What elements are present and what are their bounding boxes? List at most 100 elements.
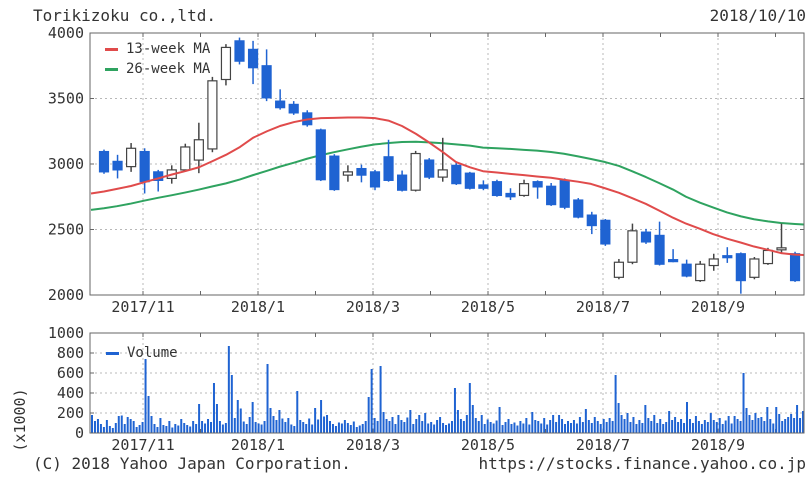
volume-bar (712, 420, 715, 433)
volume-bar (334, 426, 337, 433)
volume-bar (218, 421, 221, 433)
volume-bar (709, 413, 712, 433)
ma26-legend-label: 26-week MA (126, 61, 211, 77)
volume-bar (364, 421, 367, 433)
volume-bar (453, 388, 456, 433)
volume-bar (519, 421, 522, 433)
price-x-tick-label: 2018/9 (691, 298, 745, 316)
volume-bar (269, 408, 272, 433)
volume-bar (99, 424, 102, 433)
volume-bar (766, 407, 769, 433)
volume-bar (489, 422, 492, 433)
volume-bar (323, 416, 326, 433)
volume-bar (329, 421, 331, 433)
volume-bar (525, 418, 528, 433)
volume-bar (602, 419, 605, 433)
volume-bar (308, 418, 311, 433)
volume-bar (150, 416, 153, 433)
volume-bar (355, 427, 358, 433)
volume-bar (715, 422, 718, 433)
volume-bar (620, 415, 623, 433)
volume-bar (257, 423, 260, 433)
volume-bar (659, 419, 662, 433)
volume-bar (400, 420, 403, 433)
source-url-text: https://stocks.finance.yahoo.co.jp (478, 454, 806, 473)
candle-body (491, 181, 503, 197)
volume-bar (549, 420, 552, 433)
volume-bar (674, 417, 677, 433)
price-y-tick-label: 3500 (48, 90, 84, 108)
volume-bar (183, 423, 186, 433)
volume-bar (108, 426, 111, 433)
volume-bar (358, 425, 361, 433)
volume-bar (424, 413, 427, 433)
candle-body (234, 40, 245, 62)
volume-bar (442, 423, 445, 433)
volume-bar (567, 421, 569, 433)
volume-bar (581, 422, 584, 433)
volume-bar (635, 424, 638, 433)
candle-body (735, 253, 746, 282)
volume-bar (406, 417, 409, 433)
candle-body (478, 184, 489, 189)
candle-body (369, 171, 381, 188)
volume-bar (296, 391, 299, 433)
volume-bar (394, 424, 397, 433)
volume-bar (611, 421, 614, 433)
candle-body (125, 147, 137, 168)
candle-body (654, 234, 665, 265)
volume-bar (757, 418, 760, 433)
candle-body (505, 192, 516, 198)
volume-bar (284, 422, 287, 433)
volume-bar (471, 405, 474, 433)
ma13-line (90, 116, 805, 257)
volume-bar (647, 418, 650, 433)
candle-body (627, 230, 638, 263)
volume-bar (159, 418, 162, 433)
volume-bar (772, 423, 775, 433)
volume-bar (742, 373, 745, 433)
volume-bar (439, 417, 442, 433)
price-y-tick-label: 2000 (48, 286, 84, 304)
candle-body (613, 261, 625, 278)
volume-bar (778, 414, 781, 433)
volume-bar (584, 409, 587, 433)
candle-body (586, 214, 597, 227)
ma26-line-swatch (105, 67, 118, 71)
volume-bar (370, 369, 373, 433)
volume-bar (397, 415, 400, 433)
candle-body (559, 179, 570, 208)
volume-bar (474, 418, 477, 433)
volume-bar (361, 424, 364, 433)
volume-bar (790, 414, 793, 433)
volume-bar (263, 421, 266, 433)
candle-body (275, 100, 286, 109)
candle-body (397, 174, 408, 191)
volume-bar (608, 418, 611, 433)
volume-bar (575, 423, 578, 433)
volume-bar (388, 421, 391, 433)
volume-bar (587, 420, 590, 433)
volume-bar (186, 425, 189, 433)
chart-date: 2018/10/10 (709, 6, 806, 25)
volume-bar (430, 422, 433, 433)
volume-bar (445, 425, 448, 433)
price-x-tick-label: 2018/3 (346, 298, 400, 316)
volume-bar (227, 346, 230, 433)
volume-bar (653, 415, 656, 433)
volume-x-tick-label: 2018/5 (461, 436, 515, 454)
volume-bar (278, 410, 281, 433)
volume-bar (337, 422, 340, 433)
candle-body (342, 171, 353, 176)
volume-bar (275, 420, 278, 433)
volume-bar (558, 415, 561, 433)
volume-bar (212, 383, 215, 433)
volume-bar (727, 416, 730, 433)
volume-bar (784, 419, 787, 433)
volume-bar (272, 416, 275, 433)
volume-bar (691, 423, 694, 433)
volume-bar (614, 375, 617, 433)
volume-bar (245, 424, 248, 433)
volume-bar (281, 418, 284, 433)
